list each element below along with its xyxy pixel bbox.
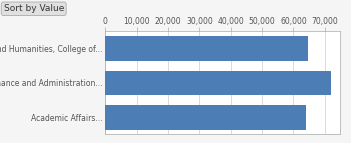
Text: Sort by Value: Sort by Value xyxy=(4,4,64,13)
Bar xyxy=(105,71,331,95)
Bar xyxy=(105,36,307,61)
Bar xyxy=(105,105,306,130)
